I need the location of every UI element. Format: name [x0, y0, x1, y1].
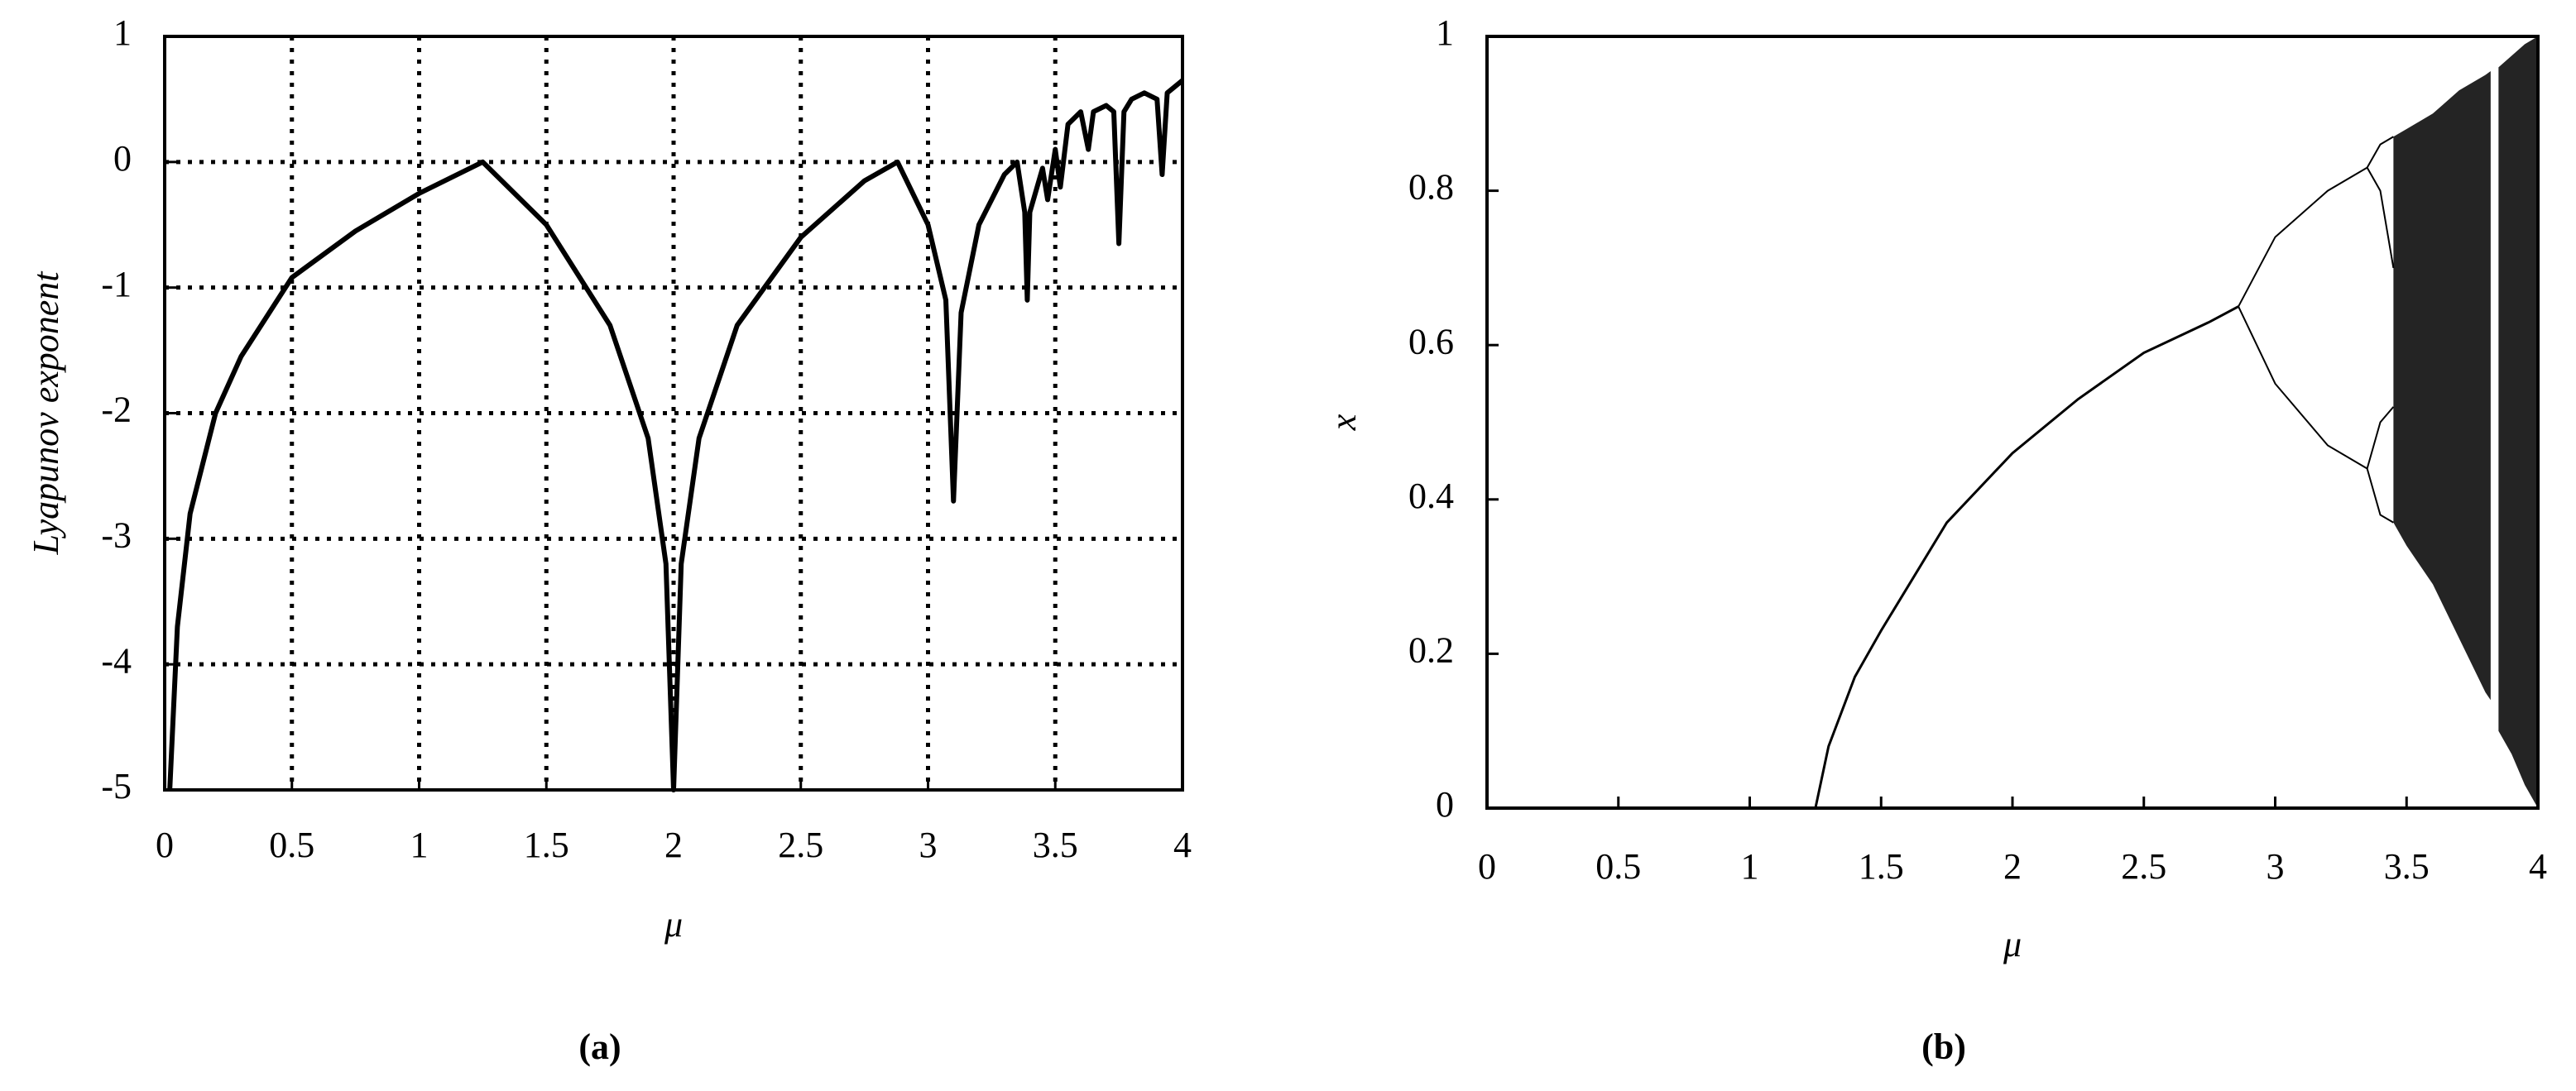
- caption: (b): [1921, 1026, 1966, 1067]
- y-tick-label: -2: [101, 390, 132, 430]
- x-tick-label: 1: [1741, 846, 1759, 887]
- y-tick-label: 0.2: [1408, 629, 1454, 670]
- x-tick-label: 0.5: [1595, 846, 1641, 887]
- branch: [2238, 166, 2368, 308]
- plot-frame: [163, 35, 1184, 792]
- x-tick-label: 2.5: [778, 825, 823, 865]
- y-tick-label: 0.6: [1408, 321, 1454, 361]
- chaotic-band: [2498, 36, 2538, 808]
- y-tick-label: 0: [1436, 784, 1454, 825]
- x-tick-label: 1.5: [1859, 846, 1904, 887]
- chaotic-band: [2393, 70, 2491, 701]
- x-tick-label: 1.5: [524, 825, 569, 865]
- x-tick-label: 4: [2529, 846, 2547, 887]
- x-tick-label: 0.5: [269, 825, 314, 865]
- y-tick-label: 1: [1436, 12, 1454, 53]
- x-axis-label: μ: [2003, 924, 2022, 964]
- x-tick-label: 3.5: [1033, 825, 1078, 865]
- x-tick-label: 2.5: [2121, 846, 2166, 887]
- y-tick-label: 0.4: [1408, 476, 1454, 516]
- y-tick-label: 0: [113, 138, 132, 179]
- branch: [1487, 305, 2239, 810]
- y-tick-label: -4: [101, 640, 132, 681]
- branch: [2238, 306, 2368, 470]
- branch: [2366, 406, 2395, 469]
- branch: [2366, 167, 2395, 269]
- x-tick-label: 3: [2267, 846, 2285, 887]
- x-tick-label: 1: [410, 825, 429, 865]
- x-tick-label: 2: [664, 825, 683, 865]
- x-tick-label: 0: [1478, 846, 1496, 887]
- x-axis-label: μ: [664, 904, 683, 945]
- branch: [2366, 468, 2394, 524]
- lyapunov-curve: [167, 78, 1184, 792]
- y-axis-label: x: [1323, 414, 1364, 431]
- plot-frame: [1485, 35, 2540, 810]
- y-tick-label: 0.8: [1408, 167, 1454, 208]
- x-tick-label: 3.5: [2384, 846, 2430, 887]
- y-axis-label: Lyapunov exponent: [26, 270, 66, 556]
- x-tick-label: 0: [156, 825, 174, 865]
- y-tick-label: -5: [101, 766, 132, 806]
- y-tick-label: -3: [101, 514, 132, 555]
- y-tick-label: -1: [101, 264, 132, 304]
- x-tick-label: 3: [919, 825, 938, 865]
- y-tick-label: 1: [113, 12, 132, 53]
- branch: [2366, 136, 2394, 169]
- caption: (a): [578, 1026, 621, 1067]
- x-tick-label: 2: [2003, 846, 2022, 887]
- x-tick-label: 4: [1173, 825, 1192, 865]
